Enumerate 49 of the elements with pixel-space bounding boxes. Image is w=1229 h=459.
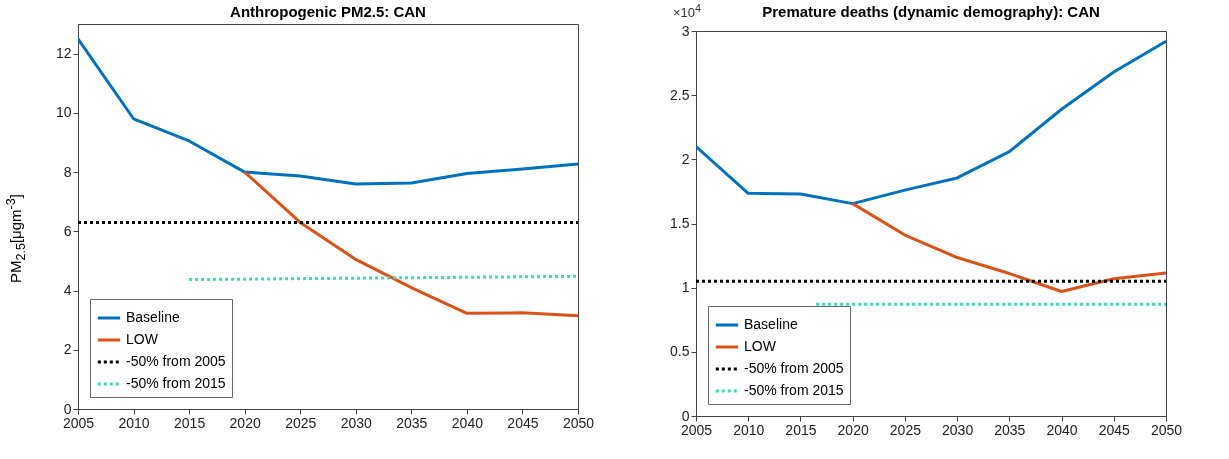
- y-tick-label: 1.5: [670, 215, 690, 231]
- legend-label: -50% from 2015: [744, 382, 844, 398]
- y-tick-label: 2: [681, 150, 690, 167]
- x-tick-label: 2040: [1046, 421, 1078, 438]
- x-tick-label: 2050: [1150, 421, 1183, 438]
- x-tick-label: 2015: [174, 414, 206, 431]
- x-tick-label: 2045: [507, 414, 539, 431]
- line-series: [78, 37, 578, 186]
- legend-label: Baseline: [744, 316, 798, 332]
- legend-label: -50% from 2005: [126, 353, 226, 369]
- x-tick-label: 2030: [942, 421, 974, 438]
- x-tick-label: 2015: [785, 421, 817, 438]
- x-tick-label: 2045: [1098, 421, 1131, 438]
- x-tick-label: 2020: [229, 414, 261, 431]
- line-series: [851, 202, 1166, 294]
- y-tick-label: 3: [681, 22, 690, 39]
- legend-label: -50% from 2005: [744, 360, 844, 376]
- y-tick-label: 0: [63, 400, 72, 417]
- legend-label: -50% from 2015: [126, 375, 226, 391]
- x-tick-label: 2050: [562, 414, 595, 431]
- text: ×10$^{4}$: [673, 2, 702, 21]
- x-tick-label: 2040: [451, 414, 484, 431]
- x-tick-label: 2020: [837, 421, 869, 438]
- y-tick-label: 0: [681, 407, 690, 424]
- y-tick-label: 4: [63, 282, 72, 299]
- chart-title: Premature deaths (dynamic demography): CAN: [762, 3, 1100, 20]
- legend-label: Baseline: [126, 309, 180, 325]
- line-series: [243, 170, 578, 318]
- chart-title: Anthropogenic PM2.5: CAN: [230, 3, 426, 20]
- legend-label: LOW: [744, 338, 777, 354]
- x-tick-label: 2035: [396, 414, 428, 431]
- y-tick-label: 6: [63, 222, 72, 239]
- x-tick-label: 2035: [994, 421, 1026, 438]
- x-tick-label: 2010: [733, 421, 765, 438]
- x-tick-label: 2030: [340, 414, 373, 431]
- y-tick-label: 1: [681, 279, 690, 296]
- x-tick-label: 2005: [62, 414, 95, 431]
- line-series: [696, 39, 1166, 206]
- x-tick-label: 2025: [889, 421, 922, 438]
- y-tick-label: 2.5: [670, 86, 690, 103]
- y-tick-label: 12: [55, 45, 72, 62]
- y-tick-label: 0.5: [670, 343, 690, 360]
- x-tick-label: 2005: [680, 421, 713, 438]
- y-tick-label: 10: [55, 104, 72, 121]
- legend-label: LOW: [126, 331, 159, 347]
- y-tick-label: 2: [63, 341, 72, 358]
- x-tick-label: 2010: [118, 414, 150, 431]
- x-tick-label: 2025: [285, 414, 317, 431]
- y-tick-label: 8: [63, 163, 72, 180]
